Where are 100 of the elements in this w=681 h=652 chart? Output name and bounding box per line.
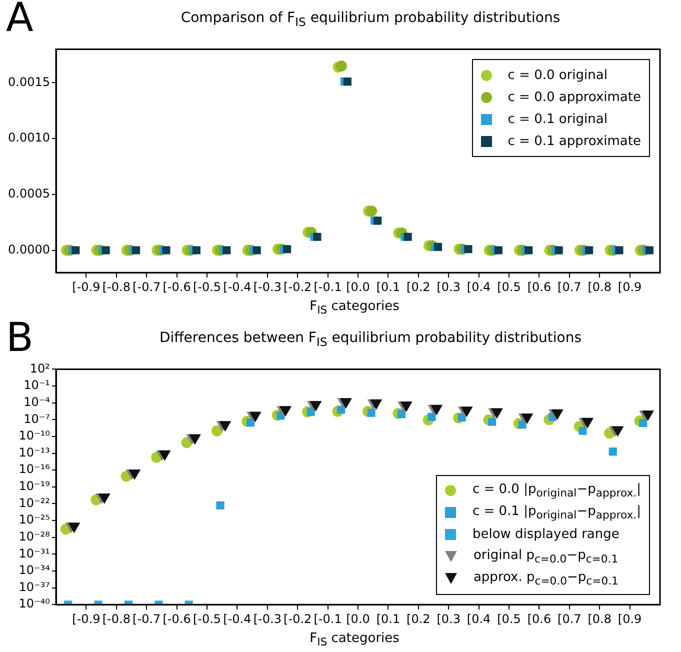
x-tick-label: [-0.5 xyxy=(192,612,222,626)
x-tick-label: [0.4 xyxy=(466,612,491,626)
point xyxy=(313,232,322,241)
x-tick-label: [0.3 xyxy=(436,280,460,294)
x-tick-label: [-0.1 xyxy=(314,612,342,626)
y-tick-label: 10⁻³¹ xyxy=(18,546,50,560)
x-tick-label: [0.2 xyxy=(406,612,430,626)
x-axis-title: F$_{IS}$ categories xyxy=(308,631,400,649)
legend-label: c = 0.0 approximate xyxy=(508,90,641,105)
x-tick-label: [0.4 xyxy=(466,280,491,294)
point xyxy=(374,216,382,225)
point xyxy=(337,406,346,414)
x-tick-label: [-0.4 xyxy=(223,280,252,294)
y-tick-label: 10⁻⁴⁰ xyxy=(18,596,50,611)
point xyxy=(582,418,594,428)
x-tick-label: [-0.8 xyxy=(102,280,130,294)
point xyxy=(366,206,378,217)
point xyxy=(524,246,533,254)
point xyxy=(132,246,140,254)
x-tick-label: [-0.9 xyxy=(72,612,100,626)
point xyxy=(552,409,564,420)
x-tick-label: [-0.1 xyxy=(314,280,342,294)
point xyxy=(340,398,352,408)
x-tick-label: [0.0 xyxy=(346,280,370,294)
point xyxy=(102,246,110,254)
point xyxy=(639,418,648,428)
point xyxy=(280,406,292,416)
point xyxy=(189,434,201,444)
legend-label: c = 0.0 |p$_{original}$−p$_{approx.}$| xyxy=(472,482,641,500)
chart-title: Comparison of F$_{IS}$ equilibrium probability distributions xyxy=(180,10,562,29)
legend-label: below displayed range xyxy=(472,527,620,542)
point xyxy=(404,232,412,241)
point xyxy=(642,410,654,421)
point xyxy=(615,246,624,254)
y-tick-label: 10⁻²⁵ xyxy=(18,512,50,527)
point xyxy=(494,246,502,254)
x-tick-label: [-0.2 xyxy=(284,612,312,626)
point xyxy=(434,242,442,251)
point xyxy=(219,421,231,432)
point xyxy=(282,245,292,254)
y-tick-label: 10⁻¹⁹ xyxy=(18,479,50,494)
point xyxy=(250,412,262,422)
point xyxy=(343,78,352,86)
point xyxy=(461,406,472,417)
x-tick-label: [0.1 xyxy=(376,280,400,294)
point xyxy=(612,426,624,436)
y-tick-label: 10⁻²⁸ xyxy=(18,529,50,544)
x-tick-label: [-0.8 xyxy=(102,612,130,626)
x-tick-label: [0.7 xyxy=(558,280,582,294)
x-tick-label: [0.9 xyxy=(618,280,642,294)
legend-label: c = 0.1 |p$_{original}$−p$_{approx.}$| xyxy=(472,504,641,522)
y-tick-label: 10⁻³⁴ xyxy=(18,563,50,578)
y-tick-label: 10⁻¹ xyxy=(24,378,50,392)
point xyxy=(370,399,382,410)
x-tick-label: [-0.4 xyxy=(223,612,252,626)
point xyxy=(222,246,231,254)
point xyxy=(554,246,563,254)
legend-label: original p$_{c=0.0}$−p$_{c=0.1}$ xyxy=(473,548,618,566)
y-tick-label: 10⁻¹⁶ xyxy=(18,462,50,476)
y-tick-label: 0.0005 xyxy=(8,186,50,201)
point xyxy=(428,412,436,422)
point xyxy=(491,408,503,418)
x-tick-label: [0.6 xyxy=(527,280,552,294)
point xyxy=(584,246,594,254)
point xyxy=(98,493,110,504)
point xyxy=(608,448,617,456)
y-tick-label: 10⁻³⁷ xyxy=(18,580,50,594)
point xyxy=(252,246,261,254)
x-tick-label: [0.1 xyxy=(376,612,400,626)
x-tick-label: [-0.6 xyxy=(162,612,191,626)
x-tick-label: [0.3 xyxy=(436,612,460,626)
x-tick-label: [-0.3 xyxy=(253,280,282,294)
x-tick-label: [-0.6 xyxy=(162,280,191,294)
point xyxy=(521,413,533,424)
legend-label: c = 0.1 original xyxy=(508,112,608,127)
legend-label: c = 0.1 approximate xyxy=(508,134,641,149)
y-tick-label: 10⁻¹⁰ xyxy=(18,428,50,443)
x-tick-label: [0.5 xyxy=(497,612,521,626)
point xyxy=(336,60,347,72)
point xyxy=(400,402,412,412)
point xyxy=(645,246,654,254)
x-tick-label: [-0.7 xyxy=(132,280,161,294)
x-axis-title: F$_{IS}$ categories xyxy=(308,299,400,317)
point xyxy=(397,410,406,418)
point xyxy=(578,426,587,435)
point xyxy=(162,246,170,254)
point xyxy=(211,425,222,436)
y-tick-label: 0.0010 xyxy=(8,130,50,145)
text: A xyxy=(6,0,34,41)
point xyxy=(192,246,200,254)
x-tick-label: [-0.5 xyxy=(192,280,222,294)
x-tick-label: [0.0 xyxy=(346,612,370,626)
chart-title: Differences between F$_{IS}$ equilibrium probability distributions xyxy=(158,330,583,349)
y-tick-label: 10⁻¹³ xyxy=(18,445,50,460)
legend-label: approx. p$_{c=0.0}$−p$_{c=0.1}$ xyxy=(473,570,618,588)
x-tick-label: [0.7 xyxy=(558,612,582,626)
point xyxy=(216,501,224,510)
y-tick-label: 0.0015 xyxy=(8,74,50,89)
x-tick-label: [-0.7 xyxy=(132,612,161,626)
point xyxy=(430,404,442,415)
